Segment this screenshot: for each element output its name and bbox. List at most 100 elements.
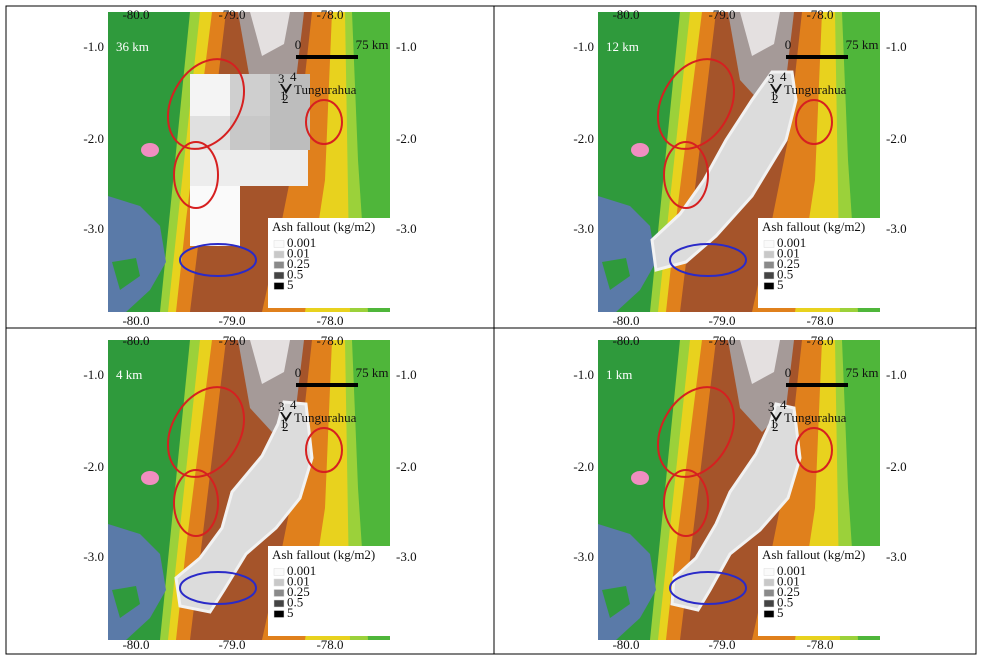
y-axis-label: -1.0 bbox=[83, 39, 104, 54]
legend-swatch bbox=[274, 569, 284, 576]
legend-title: Ash fallout (kg/m2) bbox=[272, 547, 375, 562]
vent-number: 2 bbox=[282, 419, 289, 434]
x-axis-label: -79.0 bbox=[218, 333, 245, 348]
scale-bar bbox=[786, 383, 848, 387]
legend-label: 5 bbox=[777, 277, 784, 292]
x-axis-label: -78.0 bbox=[806, 333, 833, 348]
scale-start: 0 bbox=[295, 365, 302, 380]
figure: 36 km075 km1234TungurahuaAsh fallout (kg… bbox=[0, 0, 982, 658]
vent-number: 3 bbox=[768, 71, 775, 86]
x-axis-label: -79.0 bbox=[708, 7, 735, 22]
x-axis-label: -78.0 bbox=[316, 7, 343, 22]
legend-swatch bbox=[764, 579, 774, 586]
legend-swatch bbox=[764, 262, 774, 269]
y-axis-label: -2.0 bbox=[886, 459, 907, 474]
legend-swatch bbox=[764, 272, 774, 279]
scale-start: 0 bbox=[785, 365, 792, 380]
scale-end: 75 km bbox=[846, 365, 879, 380]
legend-swatch bbox=[764, 611, 774, 618]
y-axis-label: -3.0 bbox=[573, 549, 594, 564]
map-panel: 36 km075 km1234TungurahuaAsh fallout (kg… bbox=[83, 7, 416, 328]
x-axis-label: -80.0 bbox=[612, 637, 639, 652]
panel-label: 4 km bbox=[116, 367, 142, 382]
scale-bar bbox=[786, 55, 848, 59]
y-axis-label: -2.0 bbox=[83, 459, 104, 474]
legend-swatch bbox=[274, 262, 284, 269]
vent-number: 2 bbox=[772, 419, 779, 434]
x-axis-label: -78.0 bbox=[806, 313, 833, 328]
legend-label: 5 bbox=[287, 277, 294, 292]
y-axis-label: -3.0 bbox=[83, 221, 104, 236]
y-axis-label: -3.0 bbox=[886, 221, 907, 236]
y-axis-label: -2.0 bbox=[886, 131, 907, 146]
legend-swatch bbox=[274, 590, 284, 597]
x-axis-label: -78.0 bbox=[316, 637, 343, 652]
map-panel: 4 km075 km1234TungurahuaAsh fallout (kg/… bbox=[83, 333, 416, 652]
vent-number: 3 bbox=[278, 71, 285, 86]
volcano-name: Tungurahua bbox=[784, 410, 847, 425]
legend-swatch bbox=[274, 251, 284, 258]
legend-swatch bbox=[274, 283, 284, 290]
ash-cell bbox=[190, 186, 240, 246]
x-axis-label: -80.0 bbox=[122, 637, 149, 652]
scale-bar bbox=[296, 55, 358, 59]
y-axis-label: -1.0 bbox=[83, 367, 104, 382]
x-axis-label: -79.0 bbox=[218, 637, 245, 652]
scale-end: 75 km bbox=[356, 365, 389, 380]
x-axis-label: -80.0 bbox=[612, 7, 639, 22]
legend-title: Ash fallout (kg/m2) bbox=[762, 219, 865, 234]
legend-title: Ash fallout (kg/m2) bbox=[272, 219, 375, 234]
x-axis-label: -80.0 bbox=[122, 7, 149, 22]
x-axis-label: -80.0 bbox=[612, 313, 639, 328]
legend-title: Ash fallout (kg/m2) bbox=[762, 547, 865, 562]
legend-swatch bbox=[764, 241, 774, 248]
y-axis-label: -2.0 bbox=[573, 459, 594, 474]
y-axis-label: -3.0 bbox=[83, 549, 104, 564]
volcano-name: Tungurahua bbox=[784, 82, 847, 97]
legend-swatch bbox=[764, 569, 774, 576]
scale-bar bbox=[296, 383, 358, 387]
y-axis-label: -1.0 bbox=[886, 367, 907, 382]
legend-label: 5 bbox=[777, 605, 784, 620]
volcano-name: Tungurahua bbox=[294, 410, 357, 425]
y-axis-label: -1.0 bbox=[396, 367, 417, 382]
vent-number: 3 bbox=[768, 399, 775, 414]
x-axis-label: -78.0 bbox=[316, 333, 343, 348]
panel-label: 36 km bbox=[116, 39, 149, 54]
legend-swatch bbox=[274, 611, 284, 618]
legend-swatch bbox=[274, 241, 284, 248]
scale-start: 0 bbox=[785, 37, 792, 52]
y-axis-label: -2.0 bbox=[573, 131, 594, 146]
x-axis-label: -78.0 bbox=[316, 313, 343, 328]
vent-number: 3 bbox=[278, 399, 285, 414]
ash-cell bbox=[190, 150, 308, 186]
scale-end: 75 km bbox=[846, 37, 879, 52]
x-axis-label: -79.0 bbox=[708, 313, 735, 328]
x-axis-label: -80.0 bbox=[122, 333, 149, 348]
panel-label: 12 km bbox=[606, 39, 639, 54]
vent-number: 2 bbox=[772, 91, 779, 106]
legend-swatch bbox=[274, 272, 284, 279]
legend-swatch bbox=[764, 283, 774, 290]
x-axis-label: -80.0 bbox=[612, 333, 639, 348]
city bbox=[141, 471, 159, 485]
x-axis-label: -80.0 bbox=[122, 313, 149, 328]
y-axis-label: -1.0 bbox=[573, 39, 594, 54]
legend-swatch bbox=[274, 579, 284, 586]
y-axis-label: -1.0 bbox=[396, 39, 417, 54]
y-axis-label: -3.0 bbox=[573, 221, 594, 236]
y-axis-label: -3.0 bbox=[396, 549, 417, 564]
x-axis-label: -79.0 bbox=[218, 313, 245, 328]
y-axis-label: -2.0 bbox=[396, 131, 417, 146]
vent-number: 2 bbox=[282, 91, 289, 106]
y-axis-label: -1.0 bbox=[886, 39, 907, 54]
panel-label: 1 km bbox=[606, 367, 632, 382]
legend-swatch bbox=[764, 590, 774, 597]
y-axis-label: -1.0 bbox=[573, 367, 594, 382]
scale-end: 75 km bbox=[356, 37, 389, 52]
legend-swatch bbox=[764, 600, 774, 607]
x-axis-label: -79.0 bbox=[708, 333, 735, 348]
x-axis-label: -78.0 bbox=[806, 7, 833, 22]
